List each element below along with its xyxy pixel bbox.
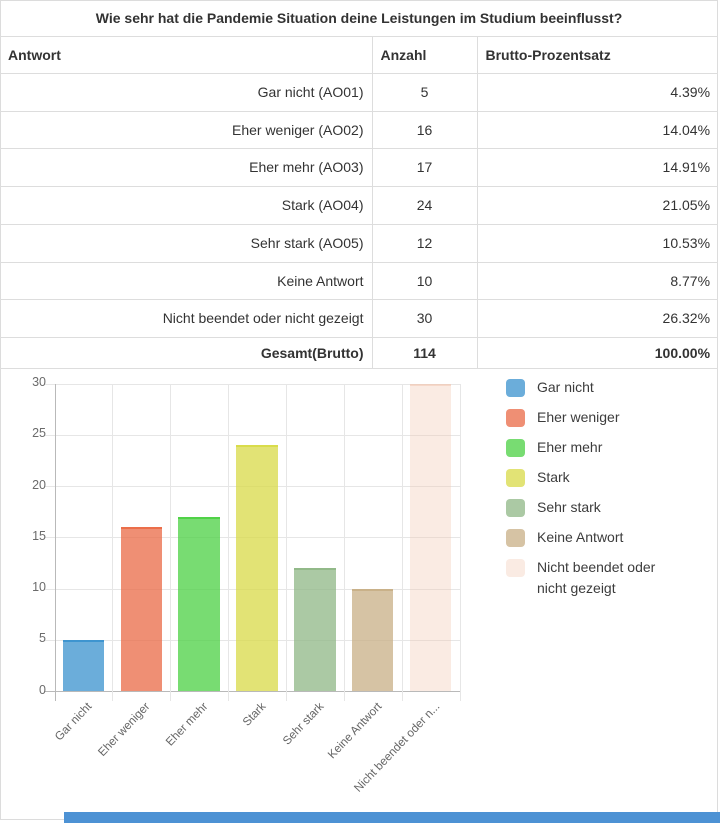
table-header-row: Antwort Anzahl Brutto-Prozentsatz	[0, 36, 719, 74]
table-row: Eher weniger (AO02) 16 14.04%	[0, 111, 719, 149]
answer-label: Eher mehr (AO03)	[0, 148, 373, 187]
answer-label: Eher weniger (AO02)	[0, 111, 373, 149]
answer-percentage: 14.91%	[477, 148, 719, 187]
next-section-header-bar	[64, 812, 720, 823]
column-header-answer: Antwort	[0, 36, 373, 74]
answer-percentage: 8.77%	[477, 262, 719, 300]
answer-label: Keine Antwort	[0, 262, 373, 300]
answer-label: Nicht beendet oder nicht gezeigt	[0, 299, 373, 338]
answer-percentage: 4.39%	[477, 73, 719, 112]
answer-count: 16	[372, 111, 478, 149]
table-row: Keine Antwort 10 8.77%	[0, 262, 719, 300]
answer-count: 17	[372, 148, 478, 187]
answer-label: Gar nicht (AO01)	[0, 73, 373, 112]
answer-percentage: 26.32%	[477, 299, 719, 338]
answer-count: 12	[372, 224, 478, 263]
answer-percentage: 21.05%	[477, 186, 719, 225]
answer-count: 24	[372, 186, 478, 225]
table-total-row: Gesamt(Brutto) 114 100.00%	[0, 337, 719, 369]
total-percentage: 100.00%	[477, 337, 719, 369]
table-row: Nicht beendet oder nicht gezeigt 30 26.3…	[0, 299, 719, 338]
answer-label: Stark (AO04)	[0, 186, 373, 225]
answer-percentage: 10.53%	[477, 224, 719, 263]
answer-count: 5	[372, 73, 478, 112]
answer-count: 30	[372, 299, 478, 338]
table-row: Sehr stark (AO05) 12 10.53%	[0, 224, 719, 263]
column-header-count: Anzahl	[372, 36, 478, 74]
column-header-percentage: Brutto-Prozentsatz	[477, 36, 719, 74]
total-count: 114	[372, 337, 478, 369]
answer-percentage: 14.04%	[477, 111, 719, 149]
table-row: Stark (AO04) 24 21.05%	[0, 186, 719, 225]
table-row: Eher mehr (AO03) 17 14.91%	[0, 148, 719, 187]
total-label: Gesamt(Brutto)	[0, 337, 373, 369]
answer-label: Sehr stark (AO05)	[0, 224, 373, 263]
question-title: Wie sehr hat die Pandemie Situation dein…	[0, 0, 719, 37]
table-row: Wie sehr hat die Pandemie Situation dein…	[0, 0, 719, 37]
answer-count: 10	[372, 262, 478, 300]
table-row: Gar nicht (AO01) 5 4.39%	[0, 73, 719, 112]
statistics-table: Wie sehr hat die Pandemie Situation dein…	[0, 0, 719, 369]
